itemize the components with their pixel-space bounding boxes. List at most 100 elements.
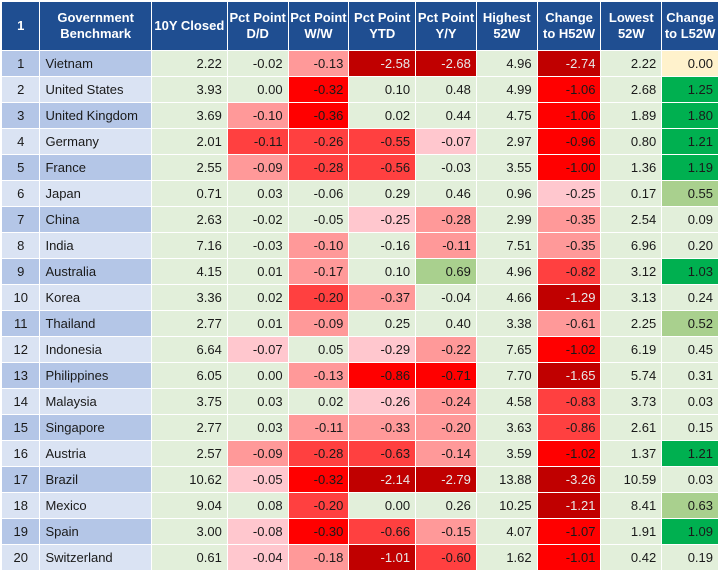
closed-10y-cell: 2.22: [150, 50, 228, 77]
header-change-l52w[interactable]: Change to L52W: [661, 1, 719, 51]
highest-52w-cell: 2.99: [475, 206, 538, 233]
table-row[interactable]: 7 China 2.63 -0.02 -0.05 -0.25 -0.28 2.99 -0.35 2…: [0, 206, 719, 233]
row-index-cell: 6: [0, 180, 41, 207]
highest-52w-cell: 10.25: [475, 492, 538, 519]
header-pct-yy[interactable]: Pct Point Y/Y: [415, 1, 477, 51]
country-name-cell: Philippines: [39, 362, 152, 389]
table-row[interactable]: 14 Malaysia 3.75 0.03 0.02 -0.26 -0.24 4.58 -0.8…: [0, 388, 719, 415]
country-name-cell: China: [39, 206, 152, 233]
highest-52w-cell: 13.88: [475, 466, 538, 493]
table-row[interactable]: 17 Brazil 10.62 -0.05 -0.32 -2.14 -2.79 13.88 -3…: [0, 466, 719, 493]
table-row[interactable]: 1 Vietnam 2.22 -0.02 -0.13 -2.58 -2.68 4.96 -2.7…: [0, 50, 719, 77]
table-row[interactable]: 15 Singapore 2.77 0.03 -0.11 -0.33 -0.20 3.63 -0…: [0, 414, 719, 441]
pct-yy-cell: 0.46: [415, 180, 477, 207]
change-h52w-cell: -0.82: [536, 258, 602, 285]
country-name-cell: Switzerland: [39, 544, 152, 571]
row-index-cell: 15: [0, 414, 41, 441]
change-l52w-cell: 1.21: [661, 128, 719, 155]
table-row[interactable]: 18 Mexico 9.04 0.08 -0.20 0.00 0.26 10.25 -1.21 8…: [0, 492, 719, 519]
change-l52w-cell: 0.03: [661, 388, 719, 415]
lowest-52w-cell: 3.13: [600, 284, 663, 311]
pct-ytd-cell: -0.56: [348, 154, 417, 181]
lowest-52w-cell: 10.59: [600, 466, 663, 493]
change-l52w-cell: 0.00: [661, 50, 719, 77]
closed-10y-cell: 2.63: [150, 206, 228, 233]
header-pct-dd[interactable]: Pct Point D/D: [226, 1, 289, 51]
change-h52w-cell: -0.83: [536, 388, 602, 415]
pct-dd-cell: -0.08: [226, 518, 289, 545]
highest-52w-cell: 0.96: [475, 180, 538, 207]
row-index-cell: 11: [0, 310, 41, 337]
highest-52w-cell: 7.65: [475, 336, 538, 363]
table-row[interactable]: 9 Australia 4.15 0.01 -0.17 0.10 0.69 4.96 -0.82…: [0, 258, 719, 285]
pct-ytd-cell: -0.86: [348, 362, 417, 389]
table-row[interactable]: 3 United Kingdom 3.69 -0.10 -0.36 0.02 0.44 4.7…: [0, 102, 719, 129]
header-index[interactable]: 1: [0, 1, 41, 51]
change-l52w-cell: 0.15: [661, 414, 719, 441]
header-benchmark[interactable]: Government Benchmark: [39, 1, 152, 51]
pct-dd-cell: 0.01: [226, 258, 289, 285]
closed-10y-cell: 2.77: [150, 310, 228, 337]
closed-10y-cell: 3.36: [150, 284, 228, 311]
table-row[interactable]: 20 Switzerland 0.61 -0.04 -0.18 -1.01 -0.60 1.6…: [0, 544, 719, 571]
highest-52w-cell: 7.70: [475, 362, 538, 389]
pct-ww-cell: -0.36: [287, 102, 350, 129]
table-row[interactable]: 11 Thailand 2.77 0.01 -0.09 0.25 0.40 3.38 -0.61…: [0, 310, 719, 337]
row-index-cell: 4: [0, 128, 41, 155]
pct-yy-cell: -0.11: [415, 232, 477, 259]
table-row[interactable]: 2 United States 3.93 0.00 -0.32 0.10 0.48 4.99-…: [0, 76, 719, 103]
header-pct-ytd[interactable]: Pct Point YTD: [348, 1, 417, 51]
closed-10y-cell: 0.71: [150, 180, 228, 207]
pct-ww-cell: -0.17: [287, 258, 350, 285]
lowest-52w-cell: 5.74: [600, 362, 663, 389]
header-highest-52w[interactable]: Highest 52W: [475, 1, 538, 51]
table-row[interactable]: 19 Spain 3.00 -0.08 -0.30 -0.66 -0.15 4.07 -1.07…: [0, 518, 719, 545]
table-row[interactable]: 4 Germany 2.01 -0.11 -0.26 -0.55 -0.07 2.97 -0.9…: [0, 128, 719, 155]
lowest-52w-cell: 2.61: [600, 414, 663, 441]
change-h52w-cell: -2.74: [536, 50, 602, 77]
change-h52w-cell: -3.26: [536, 466, 602, 493]
row-index-cell: 5: [0, 154, 41, 181]
pct-ytd-cell: -2.58: [348, 50, 417, 77]
change-h52w-cell: -1.65: [536, 362, 602, 389]
country-name-cell: France: [39, 154, 152, 181]
change-l52w-cell: 0.52: [661, 310, 719, 337]
lowest-52w-cell: 3.73: [600, 388, 663, 415]
highest-52w-cell: 2.97: [475, 128, 538, 155]
closed-10y-cell: 2.77: [150, 414, 228, 441]
header-row: 1 Government Benchmark 10Y Closed Pct Po…: [0, 1, 719, 51]
lowest-52w-cell: 2.22: [600, 50, 663, 77]
pct-dd-cell: -0.09: [226, 440, 289, 467]
pct-yy-cell: -0.03: [415, 154, 477, 181]
change-h52w-cell: -1.01: [536, 544, 602, 571]
pct-yy-cell: 0.69: [415, 258, 477, 285]
pct-dd-cell: -0.02: [226, 206, 289, 233]
header-change-h52w[interactable]: Change to H52W: [536, 1, 602, 51]
lowest-52w-cell: 0.17: [600, 180, 663, 207]
header-10y-closed[interactable]: 10Y Closed: [150, 1, 228, 51]
closed-10y-cell: 2.55: [150, 154, 228, 181]
header-lowest-52w[interactable]: Lowest 52W: [600, 1, 663, 51]
table-row[interactable]: 16 Austria 2.57 -0.09 -0.28 -0.63 -0.14 3.59 -1.…: [0, 440, 719, 467]
table-row[interactable]: 6 Japan 0.71 0.03 -0.06 0.29 0.46 0.96 -0.25 0.17…: [0, 180, 719, 207]
highest-52w-cell: 4.66: [475, 284, 538, 311]
closed-10y-cell: 3.93: [150, 76, 228, 103]
closed-10y-cell: 9.04: [150, 492, 228, 519]
table-row[interactable]: 10 Korea 3.36 0.02 -0.20 -0.37 -0.04 4.66 -1.29 3…: [0, 284, 719, 311]
highest-52w-cell: 4.96: [475, 258, 538, 285]
table-row[interactable]: 13 Philippines 6.05 0.00 -0.13 -0.86 -0.71 7.70…: [0, 362, 719, 389]
highest-52w-cell: 4.96: [475, 50, 538, 77]
table-row[interactable]: 12 Indonesia 6.64 -0.07 0.05 -0.29 -0.22 7.65 -1…: [0, 336, 719, 363]
table-row[interactable]: 5 France 2.55 -0.09 -0.28 -0.56 -0.03 3.55 -1.00…: [0, 154, 719, 181]
header-pct-ww[interactable]: Pct Point W/W: [287, 1, 350, 51]
pct-dd-cell: -0.05: [226, 466, 289, 493]
row-index-cell: 18: [0, 492, 41, 519]
pct-yy-cell: -0.28: [415, 206, 477, 233]
pct-ww-cell: -0.20: [287, 284, 350, 311]
table-row[interactable]: 8 India 7.16 -0.03 -0.10 -0.16 -0.11 7.51 -0.35 6…: [0, 232, 719, 259]
row-index-cell: 12: [0, 336, 41, 363]
change-l52w-cell: 0.20: [661, 232, 719, 259]
closed-10y-cell: 3.69: [150, 102, 228, 129]
lowest-52w-cell: 1.36: [600, 154, 663, 181]
pct-ww-cell: 0.05: [287, 336, 350, 363]
